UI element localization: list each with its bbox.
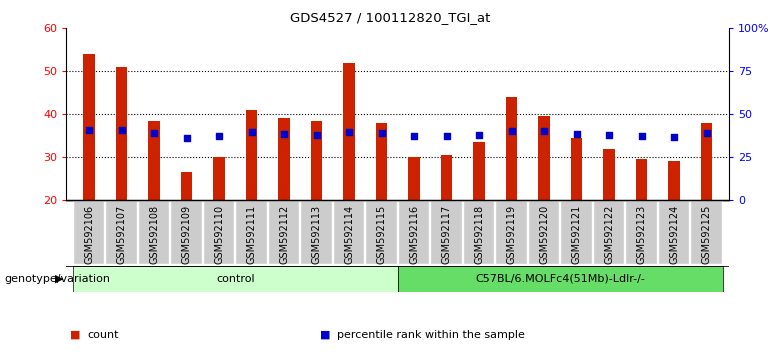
Text: GSM592113: GSM592113 (311, 205, 321, 264)
Bar (204, 200, 235, 264)
Text: C57BL/6.MOLFc4(51Mb)-Ldlr-/-: C57BL/6.MOLFc4(51Mb)-Ldlr-/- (475, 274, 645, 284)
Bar (463, 200, 495, 264)
Text: ▶: ▶ (55, 274, 64, 284)
Bar (236, 200, 267, 264)
Bar (561, 200, 592, 264)
Bar (73, 200, 105, 264)
Bar (538, 116, 550, 200)
Bar (668, 161, 679, 200)
Text: GSM592109: GSM592109 (182, 205, 192, 264)
Bar (529, 200, 559, 264)
Bar (409, 157, 420, 200)
Point (570, 131, 583, 137)
Text: control: control (216, 274, 254, 284)
Bar (311, 121, 322, 200)
Text: GSM592117: GSM592117 (441, 205, 452, 264)
Point (180, 135, 193, 141)
Point (408, 134, 420, 139)
Bar (343, 63, 355, 200)
Text: GSM592110: GSM592110 (214, 205, 224, 264)
Text: GSM592115: GSM592115 (377, 205, 387, 264)
Text: count: count (87, 330, 119, 339)
Text: GSM592125: GSM592125 (701, 205, 711, 264)
Text: GSM592116: GSM592116 (409, 205, 419, 264)
Bar (139, 200, 169, 264)
Bar (148, 121, 160, 200)
Point (505, 129, 518, 134)
Text: GSM592121: GSM592121 (572, 205, 582, 264)
Point (213, 134, 225, 139)
Bar (301, 200, 332, 264)
Bar (691, 200, 722, 264)
Text: ■: ■ (320, 330, 330, 339)
Point (441, 134, 453, 139)
Text: GSM592124: GSM592124 (669, 205, 679, 264)
Point (636, 134, 648, 139)
Point (473, 132, 485, 138)
Bar (399, 200, 430, 264)
Bar (594, 200, 625, 264)
Text: ■: ■ (70, 330, 80, 339)
Text: percentile rank within the sample: percentile rank within the sample (337, 330, 525, 339)
Bar (496, 200, 527, 264)
Bar (636, 159, 647, 200)
Point (278, 131, 290, 137)
Point (538, 129, 551, 134)
Point (246, 129, 258, 135)
Bar (604, 149, 615, 200)
Point (603, 132, 615, 138)
Text: GSM592119: GSM592119 (506, 205, 516, 264)
Text: GSM592108: GSM592108 (149, 205, 159, 264)
Bar (83, 54, 94, 200)
Point (668, 135, 680, 140)
Point (148, 130, 161, 136)
Bar (398, 266, 723, 292)
Bar (571, 138, 582, 200)
Point (310, 132, 323, 138)
Text: GSM592114: GSM592114 (344, 205, 354, 264)
Point (343, 129, 356, 135)
Bar (376, 123, 387, 200)
Text: GSM592107: GSM592107 (116, 205, 126, 264)
Bar (268, 200, 300, 264)
Bar (334, 200, 364, 264)
Point (375, 130, 388, 136)
Point (83, 128, 95, 133)
Bar (214, 157, 225, 200)
Bar (626, 200, 657, 264)
Bar (701, 123, 712, 200)
Bar (658, 200, 690, 264)
Bar (246, 110, 257, 200)
Bar (431, 200, 462, 264)
Bar (366, 200, 397, 264)
Point (115, 128, 128, 133)
Text: GSM592123: GSM592123 (636, 205, 647, 264)
Text: GSM592112: GSM592112 (279, 205, 289, 264)
Bar (181, 172, 192, 200)
Bar (278, 119, 289, 200)
Text: GSM592120: GSM592120 (539, 205, 549, 264)
Bar (106, 200, 137, 264)
Bar (171, 200, 202, 264)
Bar (441, 155, 452, 200)
Text: genotype/variation: genotype/variation (4, 274, 110, 284)
Point (700, 130, 713, 136)
Bar (506, 97, 517, 200)
Bar (73, 266, 398, 292)
Text: GSM592111: GSM592111 (246, 205, 257, 264)
Text: GSM592118: GSM592118 (474, 205, 484, 264)
Bar (116, 67, 127, 200)
Text: GDS4527 / 100112820_TGI_at: GDS4527 / 100112820_TGI_at (290, 11, 490, 24)
Text: GSM592122: GSM592122 (604, 205, 614, 264)
Text: GSM592106: GSM592106 (84, 205, 94, 264)
Bar (473, 142, 484, 200)
